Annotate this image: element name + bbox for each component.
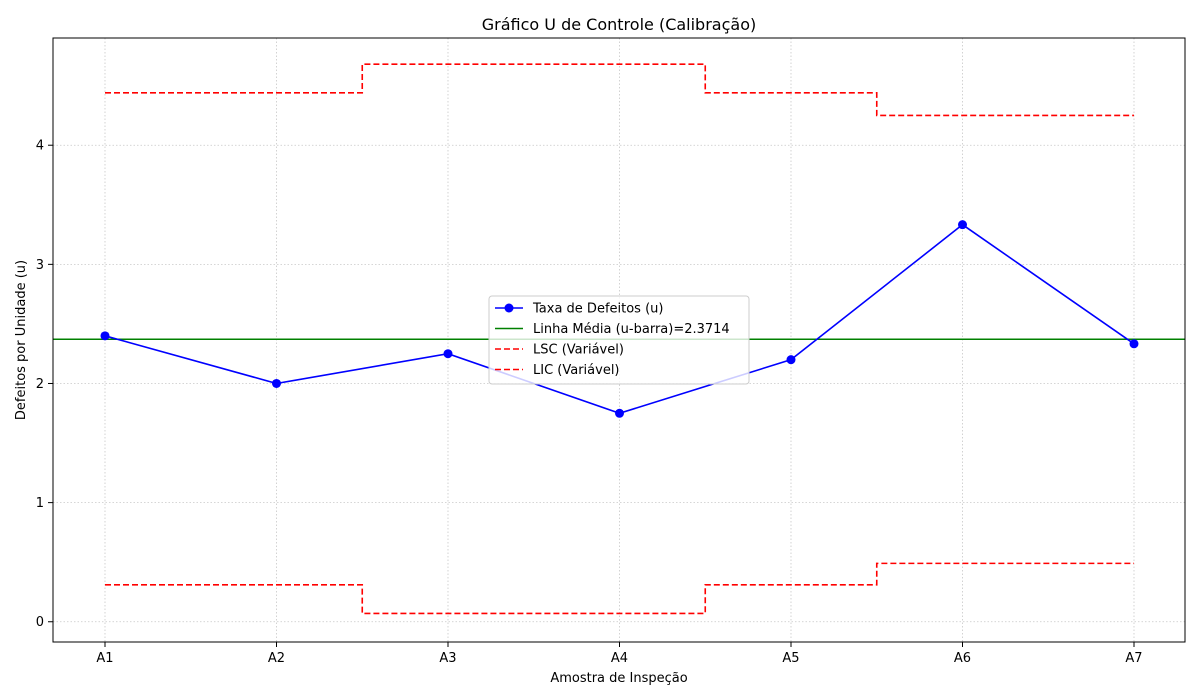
x-tick-label: A5 — [782, 651, 799, 666]
legend-label: Linha Média (u-barra)=2.3714 — [533, 322, 730, 337]
x-tick-label: A7 — [1125, 651, 1142, 666]
x-axis-label: Amostra de Inspeção — [550, 671, 687, 686]
x-tick-label: A1 — [96, 651, 113, 666]
chart-title: Gráfico U de Controle (Calibração) — [482, 15, 756, 34]
y-tick-label: 0 — [36, 615, 44, 630]
legend-marker — [504, 303, 514, 313]
y-tick-label: 4 — [36, 139, 44, 154]
defect-rate-point — [1129, 339, 1139, 349]
x-tick-label: A2 — [268, 651, 285, 666]
defect-rate-point — [272, 378, 281, 388]
y-axis-label: Defeitos por Unidade (u) — [14, 260, 29, 420]
legend-box — [488, 295, 750, 385]
defect-rate-point — [615, 408, 624, 418]
legend-label: Taxa de Defeitos (u) — [532, 302, 663, 317]
y-tick-label: 3 — [36, 258, 44, 273]
x-tick-label: A4 — [611, 651, 628, 666]
legend-label: LSC (Variável) — [533, 343, 624, 358]
axis-ticks: A1 A2 A3 A4 A5 A6 A7 0 1 2 3 4 — [36, 139, 1143, 666]
x-tick-label: A3 — [439, 651, 456, 666]
plot-data — [53, 63, 1185, 615]
y-tick-label: 1 — [36, 496, 44, 511]
x-tick-label: A6 — [954, 651, 971, 666]
defect-rate-point — [958, 220, 967, 230]
legend-label: LIC (Variável) — [533, 363, 620, 378]
defect-rate-point — [443, 349, 453, 359]
lcl-step-line — [105, 562, 1134, 615]
defect-rate-point — [100, 331, 110, 341]
defect-rate-point — [786, 355, 796, 365]
legend: Taxa de Defeitos (u) Linha Média (u-barra… — [488, 295, 750, 385]
y-tick-label: 2 — [36, 377, 44, 392]
ucl-step-line — [105, 63, 1134, 117]
